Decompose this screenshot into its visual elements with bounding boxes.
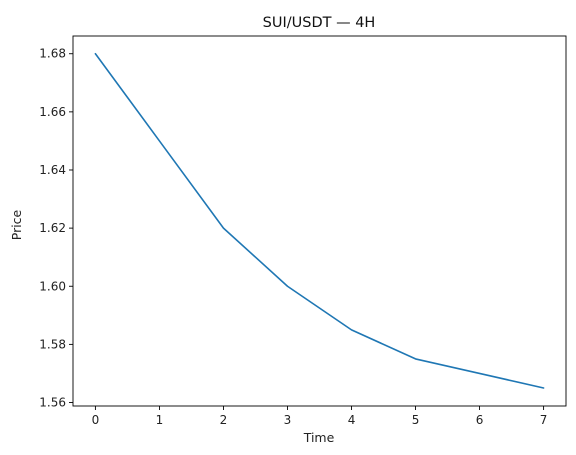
y-tick-label: 1.66 bbox=[39, 105, 66, 119]
axes-frame bbox=[72, 35, 567, 407]
x-tick-label: 1 bbox=[156, 413, 164, 427]
y-tick-label: 1.64 bbox=[39, 163, 66, 177]
y-tick-label: 1.58 bbox=[39, 337, 66, 351]
x-tick-label: 3 bbox=[284, 413, 292, 427]
x-tick-label: 7 bbox=[540, 413, 548, 427]
x-axis-label: Time bbox=[303, 430, 335, 445]
y-tick-label: 1.56 bbox=[39, 396, 66, 410]
chart-title: SUI/USDT — 4H bbox=[263, 15, 376, 31]
y-axis: 1.56 1.58 1.60 1.62 1.64 1.66 1.68 bbox=[39, 47, 73, 410]
y-tick-label: 1.68 bbox=[39, 47, 66, 61]
x-tick-label: 5 bbox=[412, 413, 420, 427]
x-axis: 0 1 2 3 4 5 6 7 bbox=[92, 406, 548, 427]
y-axis-label: Price bbox=[9, 209, 24, 240]
plot-area bbox=[72, 35, 567, 407]
x-tick-label: 4 bbox=[348, 413, 356, 427]
x-tick-label: 2 bbox=[220, 413, 228, 427]
x-tick-label: 6 bbox=[476, 413, 484, 427]
x-tick-label: 0 bbox=[92, 413, 100, 427]
y-tick-label: 1.60 bbox=[39, 279, 66, 293]
y-tick-label: 1.62 bbox=[39, 221, 66, 235]
series-line-0 bbox=[94, 52, 545, 389]
